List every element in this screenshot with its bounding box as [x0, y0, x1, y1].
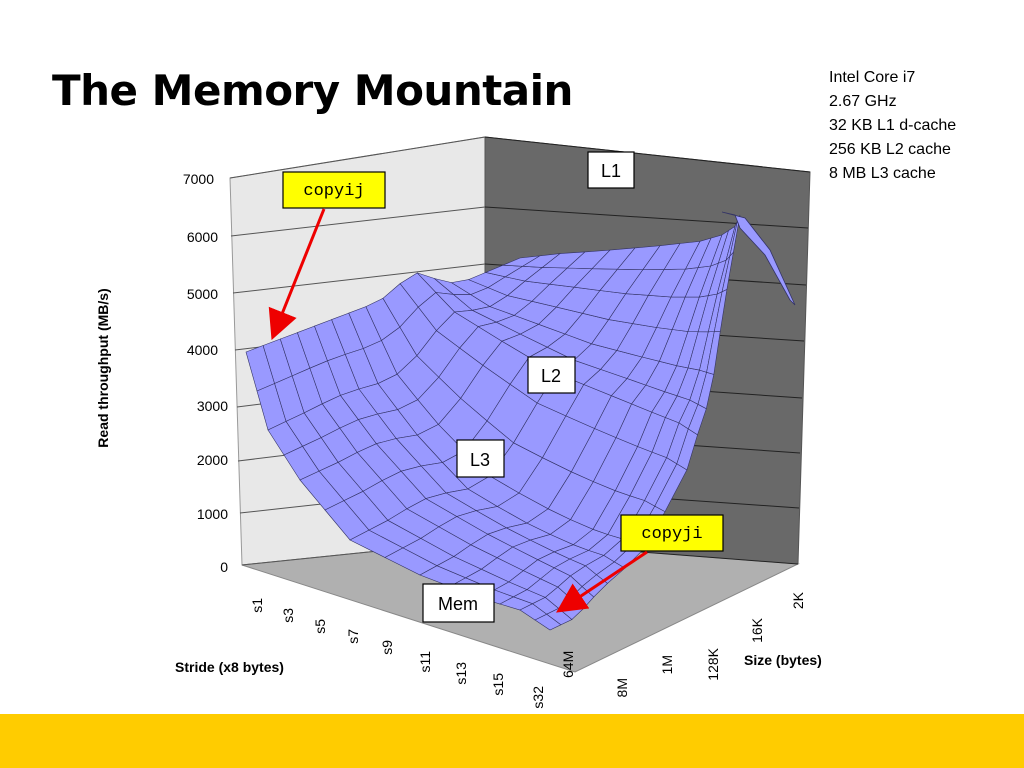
- stride-axis-title: Stride (x8 bytes): [175, 659, 284, 675]
- annotation-label: copyji: [641, 525, 702, 544]
- spec-line: 2.67 GHz: [829, 93, 897, 110]
- z-tick-label: 2000: [197, 452, 228, 468]
- size-tick-label: 16K: [749, 617, 765, 643]
- z-tick-label: 7000: [183, 171, 214, 187]
- annotation-mem: Mem: [422, 583, 495, 623]
- annotation-label: L3: [470, 450, 490, 470]
- size-tick-label: 1M: [659, 655, 675, 674]
- stride-tick-label: s7: [345, 629, 361, 644]
- z-axis-title: Read throughput (MB/s): [95, 288, 111, 447]
- size-tick-label: 8M: [614, 678, 630, 697]
- annotation-label: copyij: [303, 182, 364, 201]
- stride-tick-label: s32: [530, 686, 546, 709]
- stride-tick-label: s11: [417, 651, 433, 673]
- size-axis: 64M 8M 1M 128K 16K 2K Size (bytes): [560, 591, 822, 697]
- surface-facet: [729, 214, 741, 258]
- size-axis-title: Size (bytes): [744, 652, 822, 668]
- spec-line: 8 MB L3 cache: [829, 165, 936, 182]
- stride-tick-label: s1: [249, 598, 265, 613]
- annotation-label: L2: [541, 366, 561, 386]
- size-tick-label: 128K: [705, 647, 721, 680]
- slide-footer-bar: [0, 714, 1024, 768]
- annotation-label: L1: [601, 161, 621, 181]
- gridline: [484, 136, 811, 173]
- annotation-copyij: copyij: [268, 171, 386, 341]
- gridline: [229, 136, 486, 179]
- spec-line: 32 KB L1 d-cache: [829, 117, 957, 134]
- surface-facet: [721, 211, 796, 306]
- annotation-copyji: copyji: [556, 514, 724, 613]
- z-tick-label: 5000: [187, 286, 218, 302]
- processor-specs: Intel Core i7 2.67 GHz 32 KB L1 d-cache …: [829, 66, 956, 186]
- gridline: [484, 206, 809, 229]
- annotation-label: Mem: [438, 594, 478, 614]
- spec-line: Intel Core i7: [829, 69, 916, 86]
- memory-mountain-chart: 0 1000 2000 3000 4000 5000 6000 7000 Rea…: [95, 136, 822, 709]
- annotation-l2: L2: [527, 356, 576, 394]
- gridline: [232, 263, 486, 294]
- annotation-l1: L1: [587, 151, 635, 189]
- z-tick-label: 6000: [187, 229, 218, 245]
- z-axis: 0 1000 2000 3000 4000 5000 6000 7000 Rea…: [95, 171, 228, 575]
- z-tick-label: 3000: [197, 398, 228, 414]
- z-tick-label: 1000: [197, 506, 228, 522]
- stride-tick-label: s5: [312, 619, 328, 634]
- slide-title: The Memory Mountain: [52, 66, 573, 115]
- annotation-l3: L3: [456, 439, 505, 478]
- z-tick-label: 4000: [187, 342, 218, 358]
- size-tick-label: 64M: [560, 651, 576, 678]
- gridline: [230, 206, 486, 237]
- stride-tick-label: s9: [379, 640, 395, 655]
- size-tick-label: 2K: [790, 591, 806, 609]
- stride-tick-label: s13: [453, 662, 469, 685]
- stride-tick-label: s3: [280, 608, 296, 623]
- spec-line: 256 KB L2 cache: [829, 141, 951, 158]
- z-tick-label: 0: [220, 559, 228, 575]
- stride-axis: s1 s3 s5 s7 s9 s11 s13 s15 s32 Stride (x…: [175, 598, 546, 709]
- stride-tick-label: s15: [490, 673, 506, 696]
- arrow: [268, 208, 326, 341]
- arrow: [556, 550, 648, 613]
